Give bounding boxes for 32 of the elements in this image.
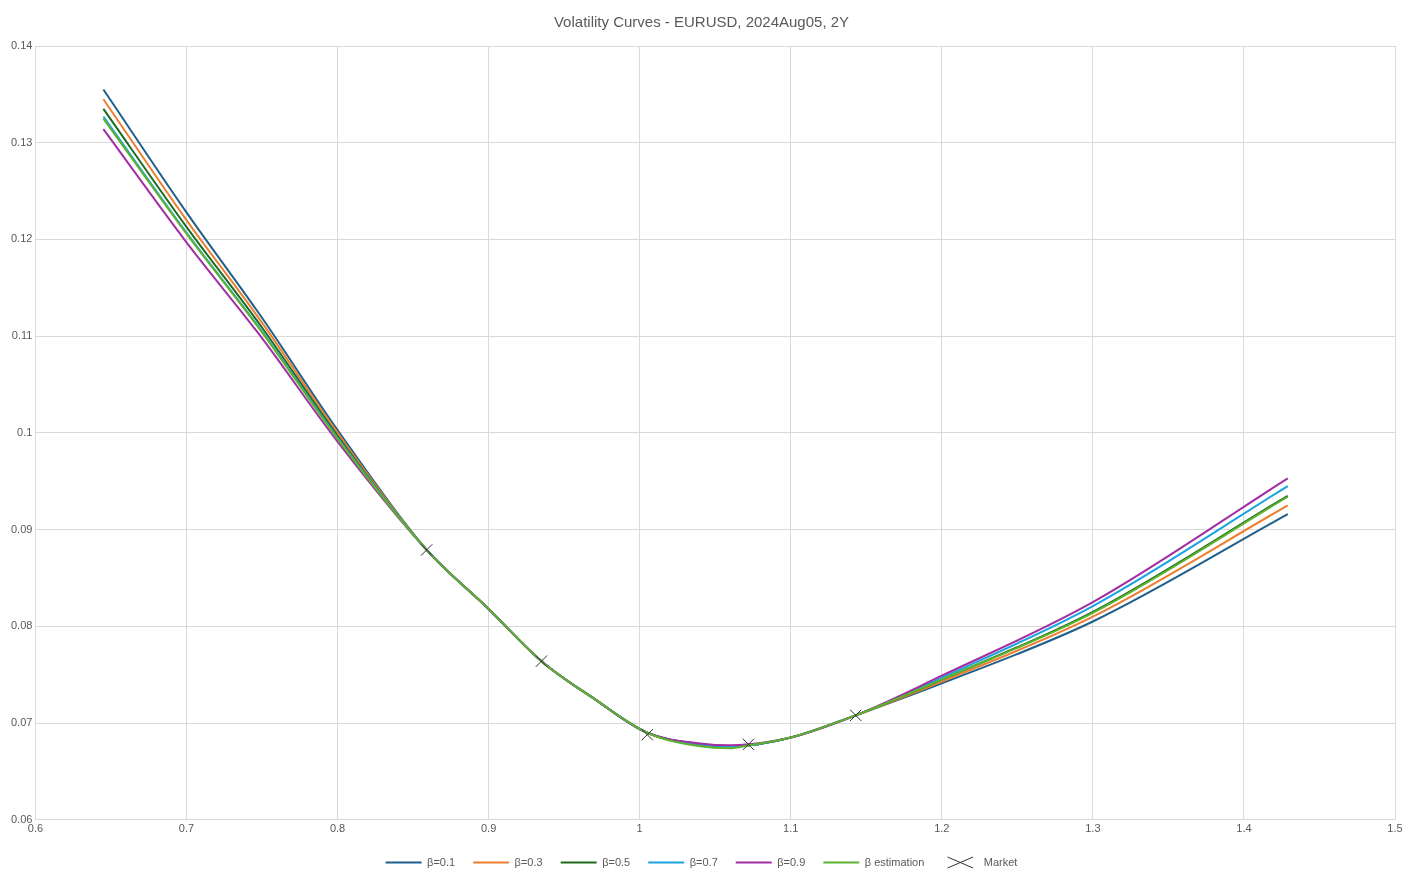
x-tick-label: 0.8 (329, 822, 346, 835)
x-tick-label: 1.1 (783, 822, 799, 835)
x-tick-label: 0.6 (27, 822, 44, 835)
point (420, 543, 433, 557)
legend-label: β=0.9 (777, 855, 806, 868)
y-tick-label: 0.07 (10, 716, 33, 729)
x-tick-label: 1.4 (1236, 822, 1252, 835)
legend-label: β estimation (864, 855, 925, 868)
point (742, 738, 755, 751)
legend-label: β=0.7 (689, 855, 718, 868)
x-tick-label: 1 (636, 822, 643, 835)
x-tick-label: 1.5 (1387, 822, 1403, 835)
y-tick-label: 0.09 (10, 522, 33, 535)
x-tick-label: 1.3 (1085, 822, 1101, 835)
y-tick-label: 0.11 (11, 329, 33, 342)
y-tick-label: 0.08 (10, 619, 33, 632)
y-tick-label: 0.13 (10, 135, 33, 148)
x-tick-label: 0.9 (480, 822, 497, 835)
point (535, 655, 548, 668)
y-tick-label: 0.1 (17, 425, 33, 438)
point (641, 728, 654, 741)
point (849, 709, 862, 722)
x-tick-label: 1.2 (934, 822, 950, 835)
legend-label: Market (983, 855, 1018, 868)
y-tick-label: 0.12 (10, 232, 33, 245)
legend-label: β=0.3 (514, 855, 543, 868)
chart-title: Volatility Curves - EURUSD, 2024Aug05, 2Y (553, 13, 850, 31)
legend-label: β=0.1 (427, 855, 456, 868)
y-tick-label: 0.06 (10, 812, 33, 825)
legend-label: β=0.5 (602, 855, 631, 868)
x-tick-label: 0.7 (178, 822, 195, 835)
y-tick-label: 0.14 (10, 39, 33, 52)
